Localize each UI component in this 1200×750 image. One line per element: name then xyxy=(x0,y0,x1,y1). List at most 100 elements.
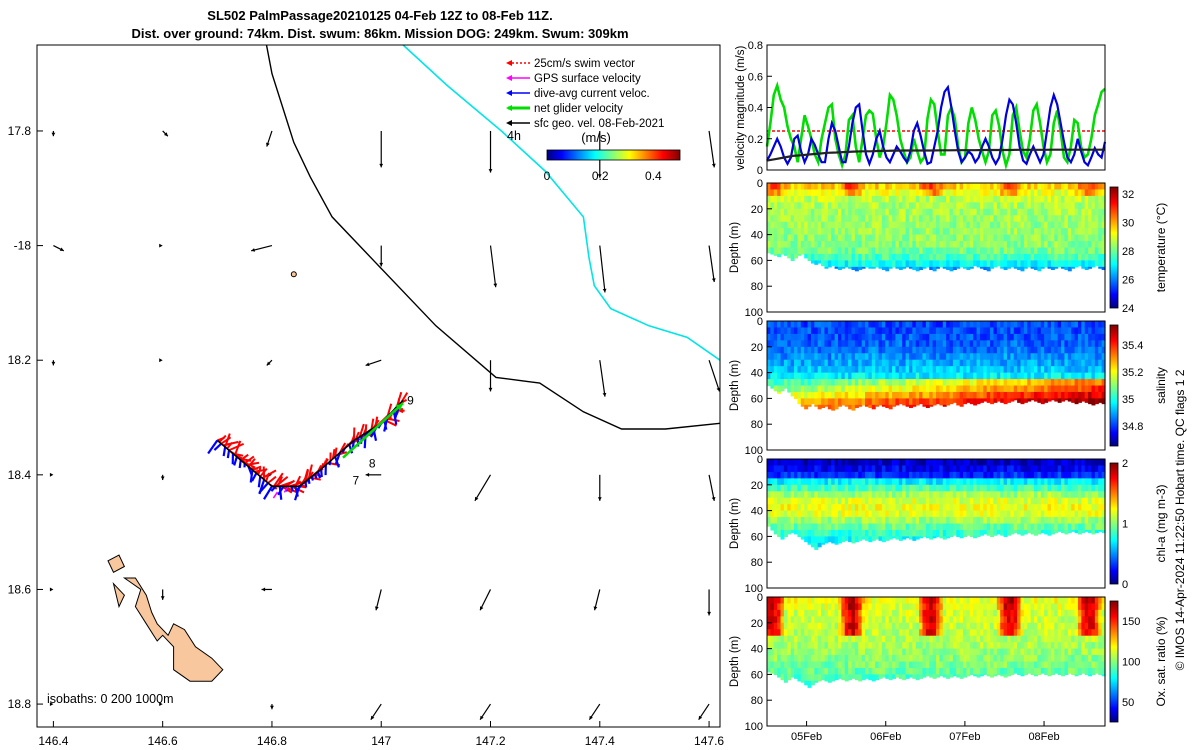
section-cell xyxy=(929,359,934,367)
section-cell xyxy=(807,247,812,255)
section-cell xyxy=(1023,372,1028,380)
section-cell xyxy=(868,536,873,543)
section-cell xyxy=(902,221,907,229)
section-cell xyxy=(1091,208,1096,216)
section-cell xyxy=(936,241,940,249)
section-cell xyxy=(915,629,920,637)
section-cell xyxy=(1044,510,1049,518)
section-cell xyxy=(861,603,866,611)
section-cell xyxy=(1037,266,1042,272)
section-cell xyxy=(1094,221,1099,229)
section-cell xyxy=(996,523,1001,531)
section-cell xyxy=(787,459,792,467)
section-cell xyxy=(1034,266,1038,271)
section-cell xyxy=(956,327,961,335)
section-cell xyxy=(963,266,968,269)
section-cell xyxy=(837,661,842,669)
section-cell xyxy=(773,510,778,518)
section-cell xyxy=(1057,517,1062,525)
section-cell xyxy=(898,183,903,191)
section-cell xyxy=(1061,327,1066,335)
section-cell xyxy=(898,346,903,354)
section-cell xyxy=(1057,253,1062,261)
section-cell xyxy=(881,366,886,374)
section-cell xyxy=(922,215,927,223)
section-cell xyxy=(1054,517,1059,525)
section-cell xyxy=(1034,221,1038,229)
section-cell xyxy=(878,597,883,605)
section-cell xyxy=(1054,208,1059,216)
section-cell xyxy=(902,215,907,223)
section-cell xyxy=(929,260,934,268)
section-cell xyxy=(780,366,785,374)
section-cell xyxy=(908,523,913,531)
section-cell xyxy=(885,491,890,499)
section-cell xyxy=(922,247,927,255)
section-cell xyxy=(1101,247,1106,255)
section-cell xyxy=(881,183,886,191)
section-cell xyxy=(1084,189,1089,197)
section-cell xyxy=(868,478,873,486)
section-cell xyxy=(817,465,822,473)
section-cell xyxy=(824,202,829,210)
section-cell xyxy=(831,674,836,682)
legend-time-label: 4h xyxy=(507,129,521,143)
section-cell xyxy=(932,622,937,630)
section-cell xyxy=(800,642,805,650)
section-cell xyxy=(875,504,880,512)
section-cell xyxy=(912,655,917,663)
section-cell xyxy=(996,471,1001,479)
section-cell xyxy=(804,478,809,486)
section-cell xyxy=(1067,208,1072,216)
section-cell xyxy=(993,327,998,335)
section-cell xyxy=(1098,510,1103,518)
section-cell xyxy=(878,491,883,499)
section-cell xyxy=(1071,247,1076,255)
section-cell xyxy=(780,510,785,518)
section-cell xyxy=(956,183,961,191)
section-cell xyxy=(915,655,920,663)
section-cell xyxy=(844,228,849,236)
section-cell xyxy=(804,195,809,203)
section-cell xyxy=(1030,385,1035,393)
section-cell xyxy=(922,189,927,197)
section-cell xyxy=(868,353,873,361)
section-cell xyxy=(912,379,917,387)
section-cell xyxy=(875,208,880,216)
section-cell xyxy=(1061,385,1066,393)
section-cell xyxy=(990,359,995,367)
section-cell xyxy=(814,260,819,265)
section-cell xyxy=(878,635,883,643)
section-cell xyxy=(929,195,934,203)
section-ytick-label: 80 xyxy=(751,557,763,569)
section-cell xyxy=(925,353,930,361)
section-cell xyxy=(892,253,897,261)
section-cell xyxy=(794,183,799,191)
section-cell xyxy=(817,353,822,361)
section-cell xyxy=(1084,234,1089,242)
section-cell xyxy=(942,346,947,354)
geo-arrow-26 xyxy=(597,474,602,501)
section-cell xyxy=(1064,195,1069,203)
section-cell xyxy=(952,327,957,335)
section-cell xyxy=(827,510,832,518)
section-cell xyxy=(1074,465,1079,473)
section-cell xyxy=(783,661,788,669)
section-cell xyxy=(963,353,968,361)
section-cell xyxy=(973,523,978,531)
section-cell xyxy=(956,484,961,492)
section-cell xyxy=(1088,353,1093,361)
section-cell xyxy=(932,241,937,249)
swim-vector xyxy=(276,476,284,487)
section-cell xyxy=(875,661,880,669)
section-cell xyxy=(1010,241,1015,249)
section-cell xyxy=(1071,510,1076,518)
section-cell xyxy=(777,471,782,479)
section-cell xyxy=(868,471,873,479)
section-cell xyxy=(1084,215,1089,223)
section-cell xyxy=(908,266,913,269)
section-cell xyxy=(888,504,893,512)
section-cell xyxy=(963,321,968,329)
section-cell xyxy=(1094,183,1099,191)
geo-arrow-head xyxy=(480,715,484,720)
